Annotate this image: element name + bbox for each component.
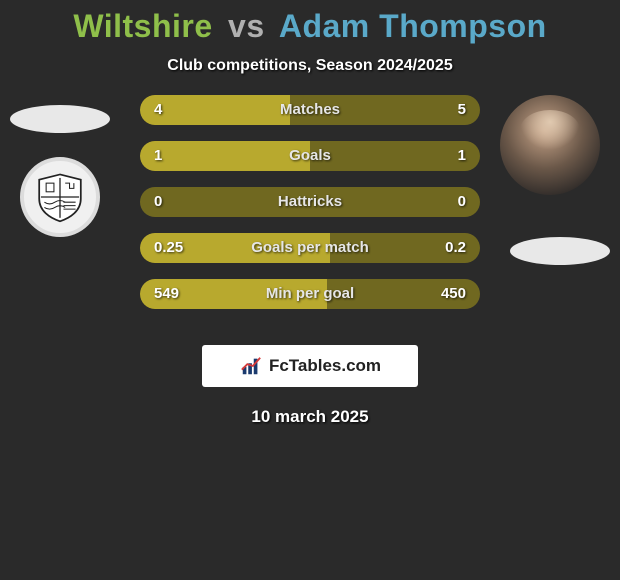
date-label: 10 march 2025 <box>0 407 620 427</box>
branding-text: FcTables.com <box>269 356 381 376</box>
page-title: Wiltshire vs Adam Thompson <box>0 8 620 45</box>
stat-right-value: 5 <box>458 95 466 125</box>
stat-row: 0.25Goals per match0.2 <box>140 233 480 263</box>
stat-right-value: 450 <box>441 279 466 309</box>
stat-label: Min per goal <box>140 279 480 309</box>
stat-label: Hattricks <box>140 187 480 217</box>
stat-label: Goals per match <box>140 233 480 263</box>
stat-right-value: 0.2 <box>445 233 466 263</box>
stat-right-value: 0 <box>458 187 466 217</box>
stat-label: Goals <box>140 141 480 171</box>
stat-row: 4Matches5 <box>140 95 480 125</box>
player-right-badge-placeholder <box>510 237 610 265</box>
stat-row: 1Goals1 <box>140 141 480 171</box>
player-left-club-crest <box>20 157 100 237</box>
comparison-card: Wiltshire vs Adam Thompson Club competit… <box>0 0 620 427</box>
player-right-avatar <box>500 95 600 195</box>
title-vs: vs <box>228 8 265 44</box>
bar-chart-icon <box>239 355 263 377</box>
stat-row: 0Hattricks0 <box>140 187 480 217</box>
title-player-left: Wiltshire <box>73 8 212 44</box>
stat-right-value: 1 <box>458 141 466 171</box>
subtitle: Club competitions, Season 2024/2025 <box>0 57 620 75</box>
comparison-body: 4Matches51Goals10Hattricks00.25Goals per… <box>0 105 620 345</box>
branding-badge: FcTables.com <box>202 345 418 387</box>
stat-label: Matches <box>140 95 480 125</box>
stat-bars: 4Matches51Goals10Hattricks00.25Goals per… <box>140 95 480 325</box>
title-player-right: Adam Thompson <box>279 8 547 44</box>
shield-crest-icon <box>34 171 86 223</box>
player-left-badge-placeholder <box>10 105 110 133</box>
stat-row: 549Min per goal450 <box>140 279 480 309</box>
